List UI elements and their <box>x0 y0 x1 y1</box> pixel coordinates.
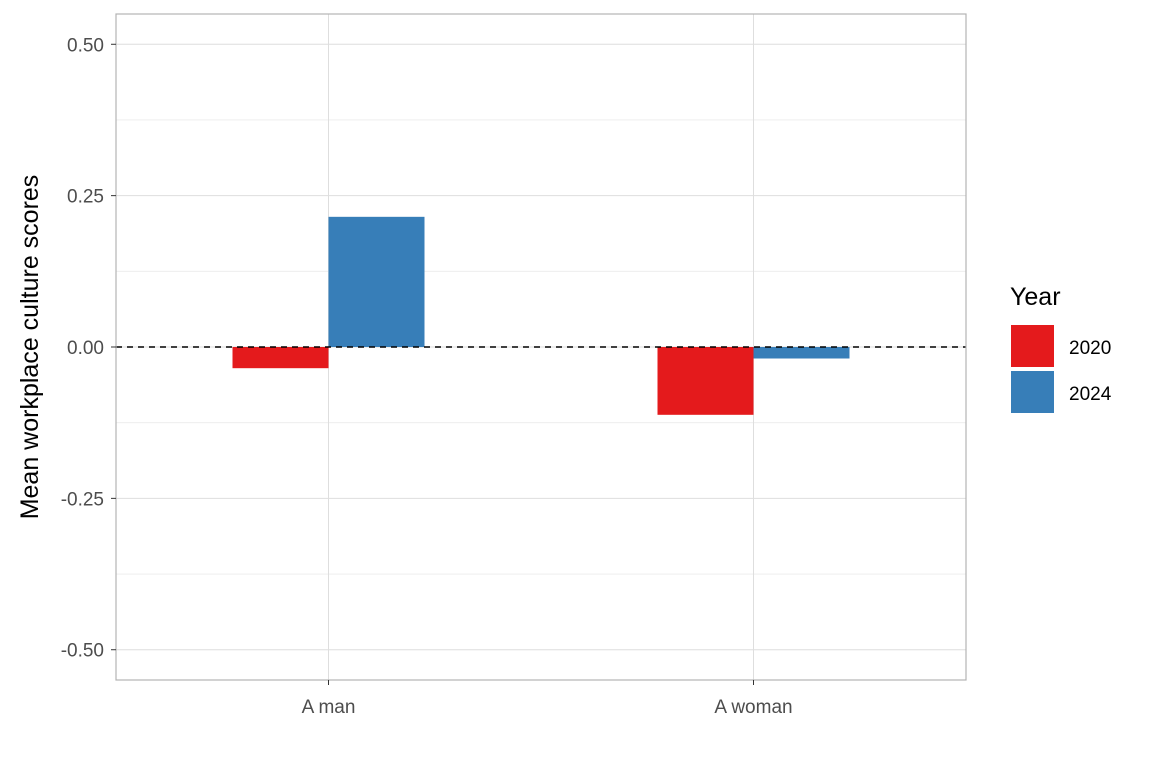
legend-label-2024: 2024 <box>1069 384 1112 405</box>
legend-swatch-2020 <box>1011 325 1054 367</box>
x-axis-ticks: A man A woman <box>302 680 793 718</box>
legend-title: Year <box>1010 283 1061 311</box>
y-tick-label: 0.50 <box>67 35 104 56</box>
bar-2020-a-woman <box>657 347 754 415</box>
y-tick-label: 0.00 <box>67 338 104 359</box>
legend-swatch-2024 <box>1011 371 1054 413</box>
x-tick-label: A man <box>302 697 356 718</box>
y-tick-label: -0.25 <box>61 489 104 510</box>
y-tick-label: -0.50 <box>61 641 104 662</box>
y-axis-label: Mean workplace culture scores <box>16 175 44 520</box>
legend: Year 2020 2024 <box>1010 283 1112 413</box>
legend-label-2020: 2020 <box>1069 338 1111 359</box>
bar-2020-a-man <box>232 347 329 369</box>
bar-2024-a-man <box>328 216 425 347</box>
x-tick-label: A woman <box>714 697 792 718</box>
y-axis-ticks: 0.50 0.25 0.00 -0.25 -0.50 <box>61 35 116 662</box>
bars <box>232 216 850 415</box>
y-tick-label: 0.25 <box>67 187 104 208</box>
bar-2024-a-woman <box>753 347 850 359</box>
